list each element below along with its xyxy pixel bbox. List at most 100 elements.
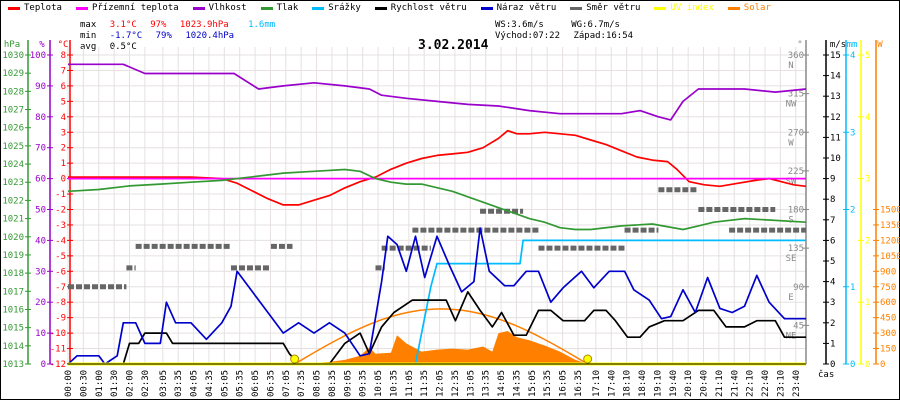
pressure-tick-label: 1029: [2, 69, 24, 79]
x-axis-label: čas: [818, 369, 834, 380]
stats-avg-row: avg 0.5°C: [80, 42, 145, 52]
solar-theoretical-line: [294, 308, 589, 365]
humidity-tick-label: 100: [30, 51, 46, 61]
temperature-tick-label: -8: [55, 298, 66, 308]
solar-tick-label: 300: [880, 329, 896, 339]
humidity-tick-label: 70: [35, 144, 46, 154]
wind-tick-label: 13: [830, 92, 841, 102]
x-tick-label: 04:35: [205, 370, 215, 397]
pressure-tick-label: 1020: [2, 233, 24, 243]
pressure-tick-label: 1014: [2, 342, 24, 352]
avg-label: avg: [80, 42, 97, 52]
pressure-tick-label: 1017: [2, 287, 24, 297]
x-tick-label: 16:05: [559, 370, 569, 397]
temperature-tick-label: -5: [55, 252, 66, 262]
series-line-tlak: [67, 168, 807, 231]
avg-temp: 0.5°C: [109, 42, 137, 52]
x-tick-label: 23:40: [792, 370, 802, 397]
legend-item: Tlak: [260, 3, 298, 13]
solar-area: [295, 331, 588, 364]
x-tick-label: 09:05: [343, 370, 353, 397]
pressure-tick-label: 1030: [2, 51, 24, 61]
solar-tick-label: 900: [880, 267, 896, 277]
x-tick-label: 07:35: [297, 370, 307, 397]
legend-swatch: [480, 6, 493, 10]
wind-gust-max: WG:6.7m/s: [571, 20, 620, 30]
chart-title: 3.02.2014: [418, 38, 489, 53]
x-tick-label: 13:05: [466, 370, 476, 397]
direction-tick-compass: SE: [786, 254, 797, 264]
direction-tick-compass: W: [788, 138, 794, 148]
series-line-sr-ky: [68, 239, 806, 365]
rain-tick-label: 2: [850, 206, 855, 216]
x-tick-label: 21:40: [730, 370, 740, 397]
uv-tick-label: 2: [865, 236, 870, 246]
legend-label: Vlhkost: [208, 3, 247, 13]
direction-axis-unit: °: [797, 40, 802, 50]
x-tick-label: 01:00: [95, 370, 105, 397]
pressure-tick-label: 1018: [2, 269, 24, 279]
sun-marker-sunrise: [290, 354, 300, 364]
direction-tick-compass: N: [788, 61, 793, 71]
rain-tick-label: 0: [850, 360, 855, 370]
wind-tick-label: 8: [830, 195, 835, 205]
legend-label: Srážky: [328, 3, 361, 13]
pressure-tick-label: 1022: [2, 196, 24, 206]
wind-stats: WS:3.6m/s WG:6.7m/s: [495, 20, 628, 30]
wind-speed-avg: WS:3.6m/s: [495, 20, 544, 30]
legend-item: Srážky: [312, 3, 361, 13]
wind-tick-label: 0: [830, 360, 835, 370]
wind-tick-label: 7: [830, 216, 835, 226]
wind-tick-label: 14: [830, 72, 841, 82]
direction-tick-compass: E: [788, 293, 793, 303]
legend-swatch: [727, 6, 740, 10]
x-tick-label: 22:40: [761, 370, 771, 397]
wind-tick-label: 1: [830, 339, 835, 349]
legend-item: Rychlost větru: [374, 3, 467, 13]
wind-tick-label: 2: [830, 319, 835, 329]
series-line-teplota: [68, 129, 807, 206]
wind-tick-label: 15: [830, 51, 841, 61]
pressure-tick-label: 1027: [2, 106, 24, 116]
x-tick-label: 05:35: [236, 370, 246, 397]
uv-tick-label: 1: [865, 298, 870, 308]
x-tick-label: 06:05: [251, 370, 261, 397]
x-tick-label: 20:40: [700, 370, 710, 397]
x-tick-label: 16:35: [574, 370, 584, 397]
sunset: Západ:16:54: [573, 31, 634, 41]
wind-tick-label: 12: [830, 113, 841, 123]
temperature-tick-label: -4: [55, 236, 66, 246]
direction-tick-label: 225: [788, 167, 804, 177]
series-line-vlhkost: [68, 63, 807, 121]
temperature-tick-label: -6: [55, 267, 66, 277]
x-tick-label: 14:35: [512, 370, 522, 397]
legend-swatch: [312, 6, 325, 10]
x-tick-label: 15:35: [543, 370, 553, 397]
pressure-tick-label: 1025: [2, 142, 24, 152]
min-humidity: 79%: [155, 31, 172, 41]
legend-swatch: [654, 6, 667, 10]
x-tick-label: 06:35: [266, 370, 276, 397]
direction-tick-label: 90: [793, 283, 804, 293]
x-tick-label: 10:35: [389, 370, 399, 397]
uv-tick-label: 5: [865, 51, 870, 61]
legend-item: Přízemní teplota: [75, 3, 179, 13]
wind-tick-label: 11: [830, 133, 841, 143]
rain-tick-label: 4: [850, 51, 855, 61]
solar-tick-label: 750: [880, 283, 896, 293]
humidity-tick-label: 90: [35, 82, 46, 92]
temperature-tick-label: -11: [50, 345, 66, 355]
pressure-tick-label: 1019: [2, 251, 24, 261]
temperature-tick-label: -3: [55, 221, 66, 231]
pressure-axis-unit: hPa: [4, 40, 20, 50]
sun-marker-sunset: [583, 354, 593, 364]
pressure-tick-label: 1015: [2, 324, 24, 334]
direction-tick-label: 315: [788, 90, 804, 100]
temperature-tick-label: 1: [61, 159, 66, 169]
temperature-tick-label: 8: [61, 51, 66, 61]
legend-swatch: [374, 6, 387, 10]
wind-axis-unit: m/s: [830, 40, 846, 50]
rain-tick-label: 3: [850, 128, 855, 138]
solar-axis-unit: W: [877, 40, 883, 50]
uv-tick-label: 0: [865, 360, 870, 370]
